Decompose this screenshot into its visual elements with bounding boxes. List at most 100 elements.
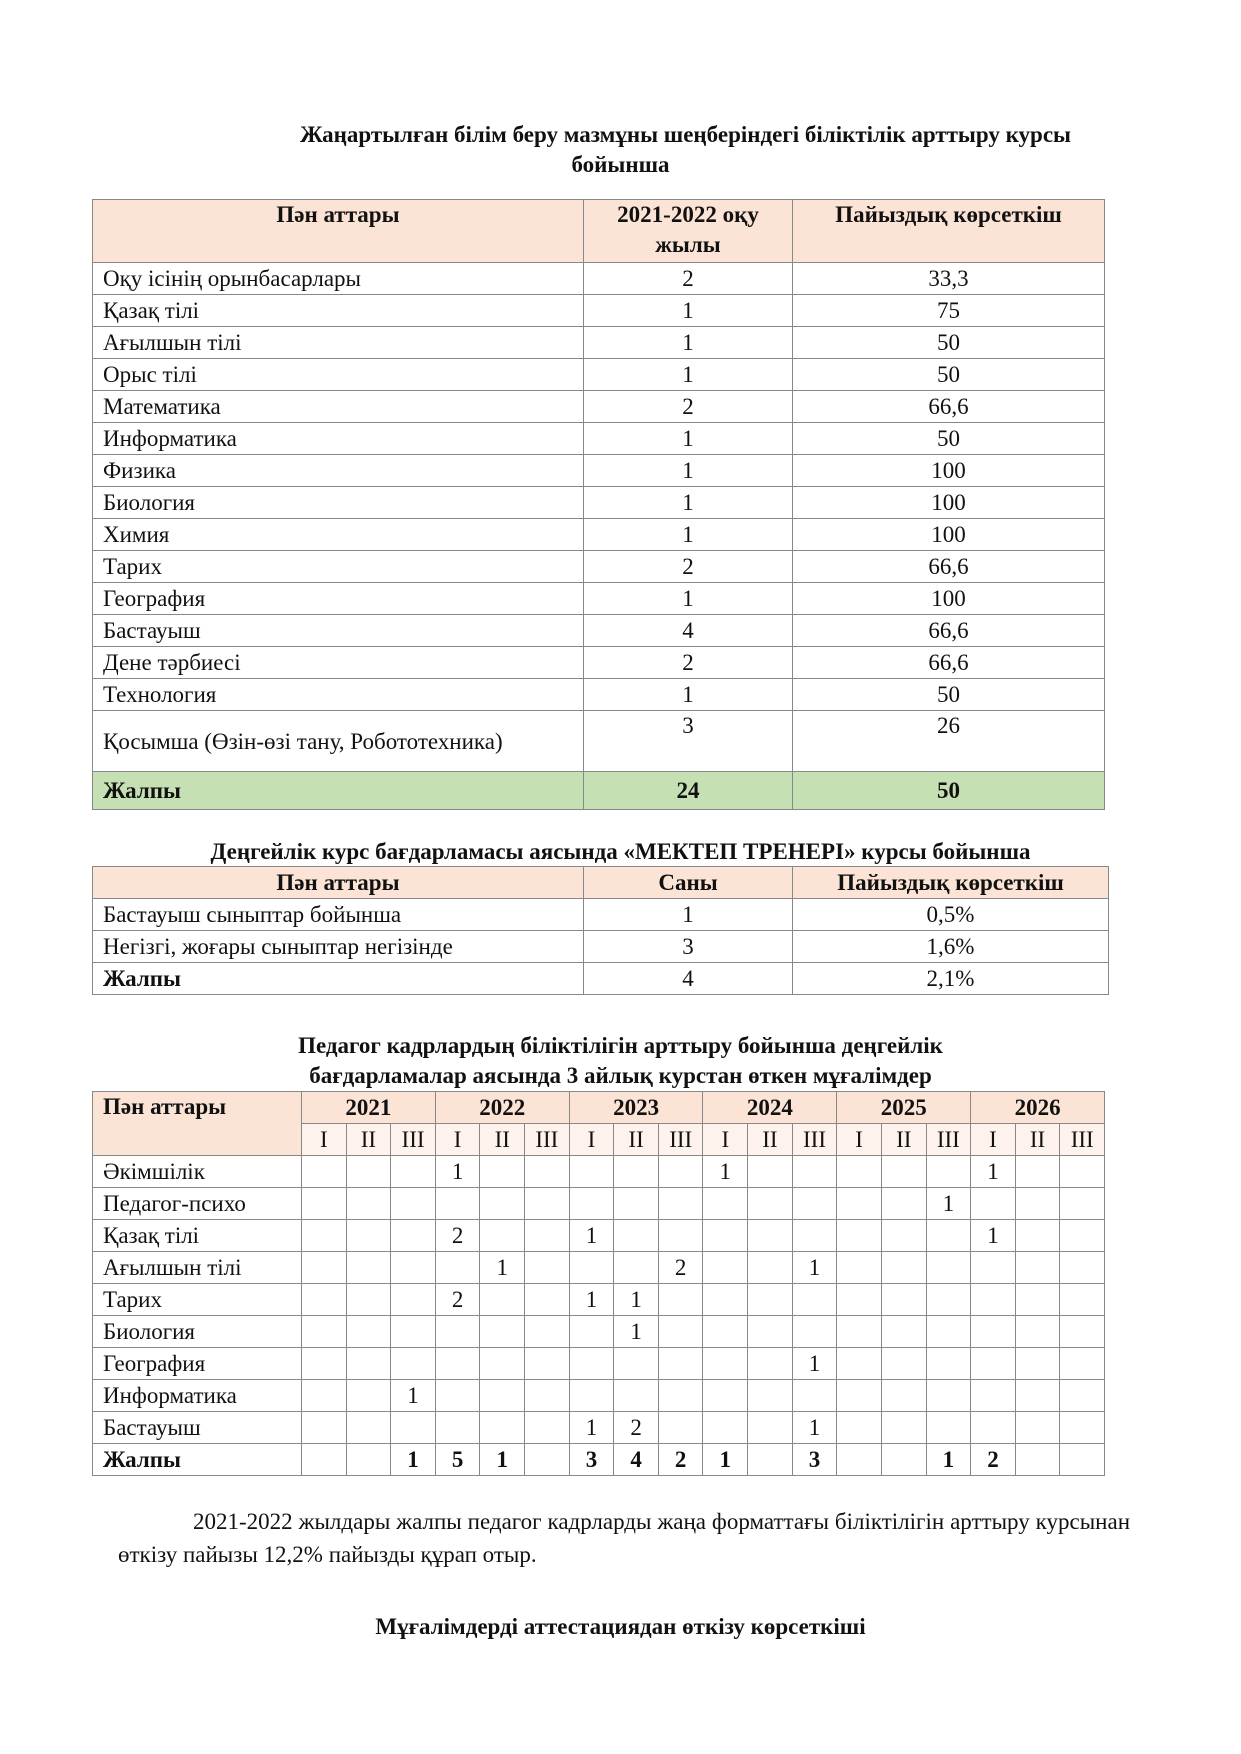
table-cell [345, 1443, 392, 1476]
table-row: Тарих 2 1 1 [92, 1283, 1105, 1316]
table-cell [747, 1443, 793, 1476]
table-cell [479, 1347, 526, 1380]
table-cell: 1 [613, 1315, 659, 1348]
table-cell: 3 [583, 930, 793, 963]
table-cell [1059, 1251, 1105, 1284]
table-cell: 26 [792, 710, 1105, 772]
table-cell [613, 1187, 659, 1220]
table-row: Тарих 2 66,6 [92, 550, 1105, 583]
table-cell [479, 1411, 526, 1444]
table-cell: III [925, 1123, 972, 1156]
table-cell [836, 1315, 882, 1348]
table-cell [434, 1411, 481, 1444]
table-cell: Бастауыш [92, 1411, 302, 1444]
table-cell [925, 1219, 972, 1252]
table-cell: 66,6 [792, 614, 1105, 647]
table-cell [390, 1347, 436, 1380]
table-cell [524, 1155, 570, 1188]
table-cell [301, 1219, 347, 1252]
table-cell [301, 1347, 347, 1380]
table-cell [657, 1187, 704, 1220]
table-cell [301, 1411, 347, 1444]
table-cell [970, 1251, 1016, 1284]
total-row: Жалпы 4 2,1% [92, 962, 1109, 995]
table-cell: 1 [583, 294, 793, 327]
table-cell [524, 1347, 570, 1380]
table-cell [301, 1443, 347, 1476]
table-cell: II [1014, 1123, 1061, 1156]
table-cell [1014, 1379, 1061, 1412]
table-cell [1059, 1379, 1105, 1412]
table-cell: 2 [657, 1251, 704, 1284]
table-cell [1059, 1443, 1105, 1476]
table-cell [524, 1379, 570, 1412]
table-cell: Технология [92, 678, 584, 711]
table-cell [301, 1187, 347, 1220]
table-cell [702, 1315, 749, 1348]
table-cell [390, 1155, 436, 1188]
table-cell [970, 1347, 1016, 1380]
table-cell [1014, 1411, 1061, 1444]
table-cell: 66,6 [792, 390, 1105, 423]
table-cell [1059, 1315, 1105, 1348]
table-cell [524, 1187, 570, 1220]
table-cell [568, 1379, 615, 1412]
table-cell [613, 1347, 659, 1380]
table-cell: 50 [792, 422, 1105, 455]
table-cell [1014, 1155, 1061, 1188]
table-row: Қазақ тілі 1 75 [92, 294, 1105, 327]
table-cell: Биология [92, 486, 584, 519]
table-cell: I [434, 1123, 481, 1156]
table-cell: 66,6 [792, 550, 1105, 583]
table-cell: 1 [970, 1219, 1016, 1252]
table-cell [613, 1379, 659, 1412]
table-cell [970, 1411, 1016, 1444]
table-cell: I [301, 1123, 347, 1156]
table-cell [657, 1283, 704, 1316]
table-cell [657, 1219, 704, 1252]
section-title-4: Мұғалімдерді аттестациядан өткізу көрсет… [375, 1614, 866, 1639]
table-cell: 2,1% [792, 962, 1109, 995]
table-cell [345, 1187, 392, 1220]
table-row: Бастауыш 1 2 1 [92, 1411, 1105, 1444]
table-cell [390, 1411, 436, 1444]
table-cell: III [390, 1123, 436, 1156]
table-cell [970, 1187, 1016, 1220]
table-row: География 1 [92, 1347, 1105, 1380]
table-cell [479, 1155, 526, 1188]
table-cell: Негізгі, жоғары сыныптар негізінде [92, 930, 584, 963]
table-cell: III [791, 1123, 838, 1156]
table-cell: III [657, 1123, 704, 1156]
section-title-1: Жаңартылған білім беру мазмұны шеңберінд… [299, 122, 1072, 177]
table-cell: Ағылшын тілі [92, 1251, 302, 1284]
table-cell: 100 [792, 518, 1105, 551]
table-cell: 4 [613, 1443, 659, 1476]
table-cell [345, 1347, 392, 1380]
table-cell [1014, 1347, 1061, 1380]
table-cell: 1 [479, 1251, 526, 1284]
table-cell [791, 1379, 838, 1412]
table-cell: 66,6 [792, 646, 1105, 679]
table-row: Оқу ісінің орынбасарлары 2 33,3 [92, 262, 1105, 295]
table-cell [613, 1219, 659, 1252]
table-row: Физика 1 100 [92, 454, 1105, 487]
table-cell [301, 1283, 347, 1316]
table-cell: Тарих [92, 1283, 302, 1316]
table-cell: 100 [792, 454, 1105, 487]
table-cell: 5 [434, 1443, 481, 1476]
table-cell: 1 [434, 1155, 481, 1188]
year-header-row: Пән аттары 2021 2022 2023 2024 2025 2026 [92, 1091, 1105, 1156]
table-cell: Жалпы [92, 1443, 302, 1476]
table-row: Бастауыш 4 66,6 [92, 614, 1105, 647]
table-cell: III [1059, 1123, 1105, 1156]
table-cell: Информатика [92, 422, 584, 455]
table-cell [970, 1283, 1016, 1316]
table-cell [880, 1411, 927, 1444]
table-cell: I [836, 1123, 882, 1156]
table-cell: 1 [568, 1283, 615, 1316]
table-cell [836, 1155, 882, 1188]
table-cell: II [613, 1123, 659, 1156]
table-cell [925, 1347, 972, 1380]
table-cell [747, 1155, 793, 1188]
